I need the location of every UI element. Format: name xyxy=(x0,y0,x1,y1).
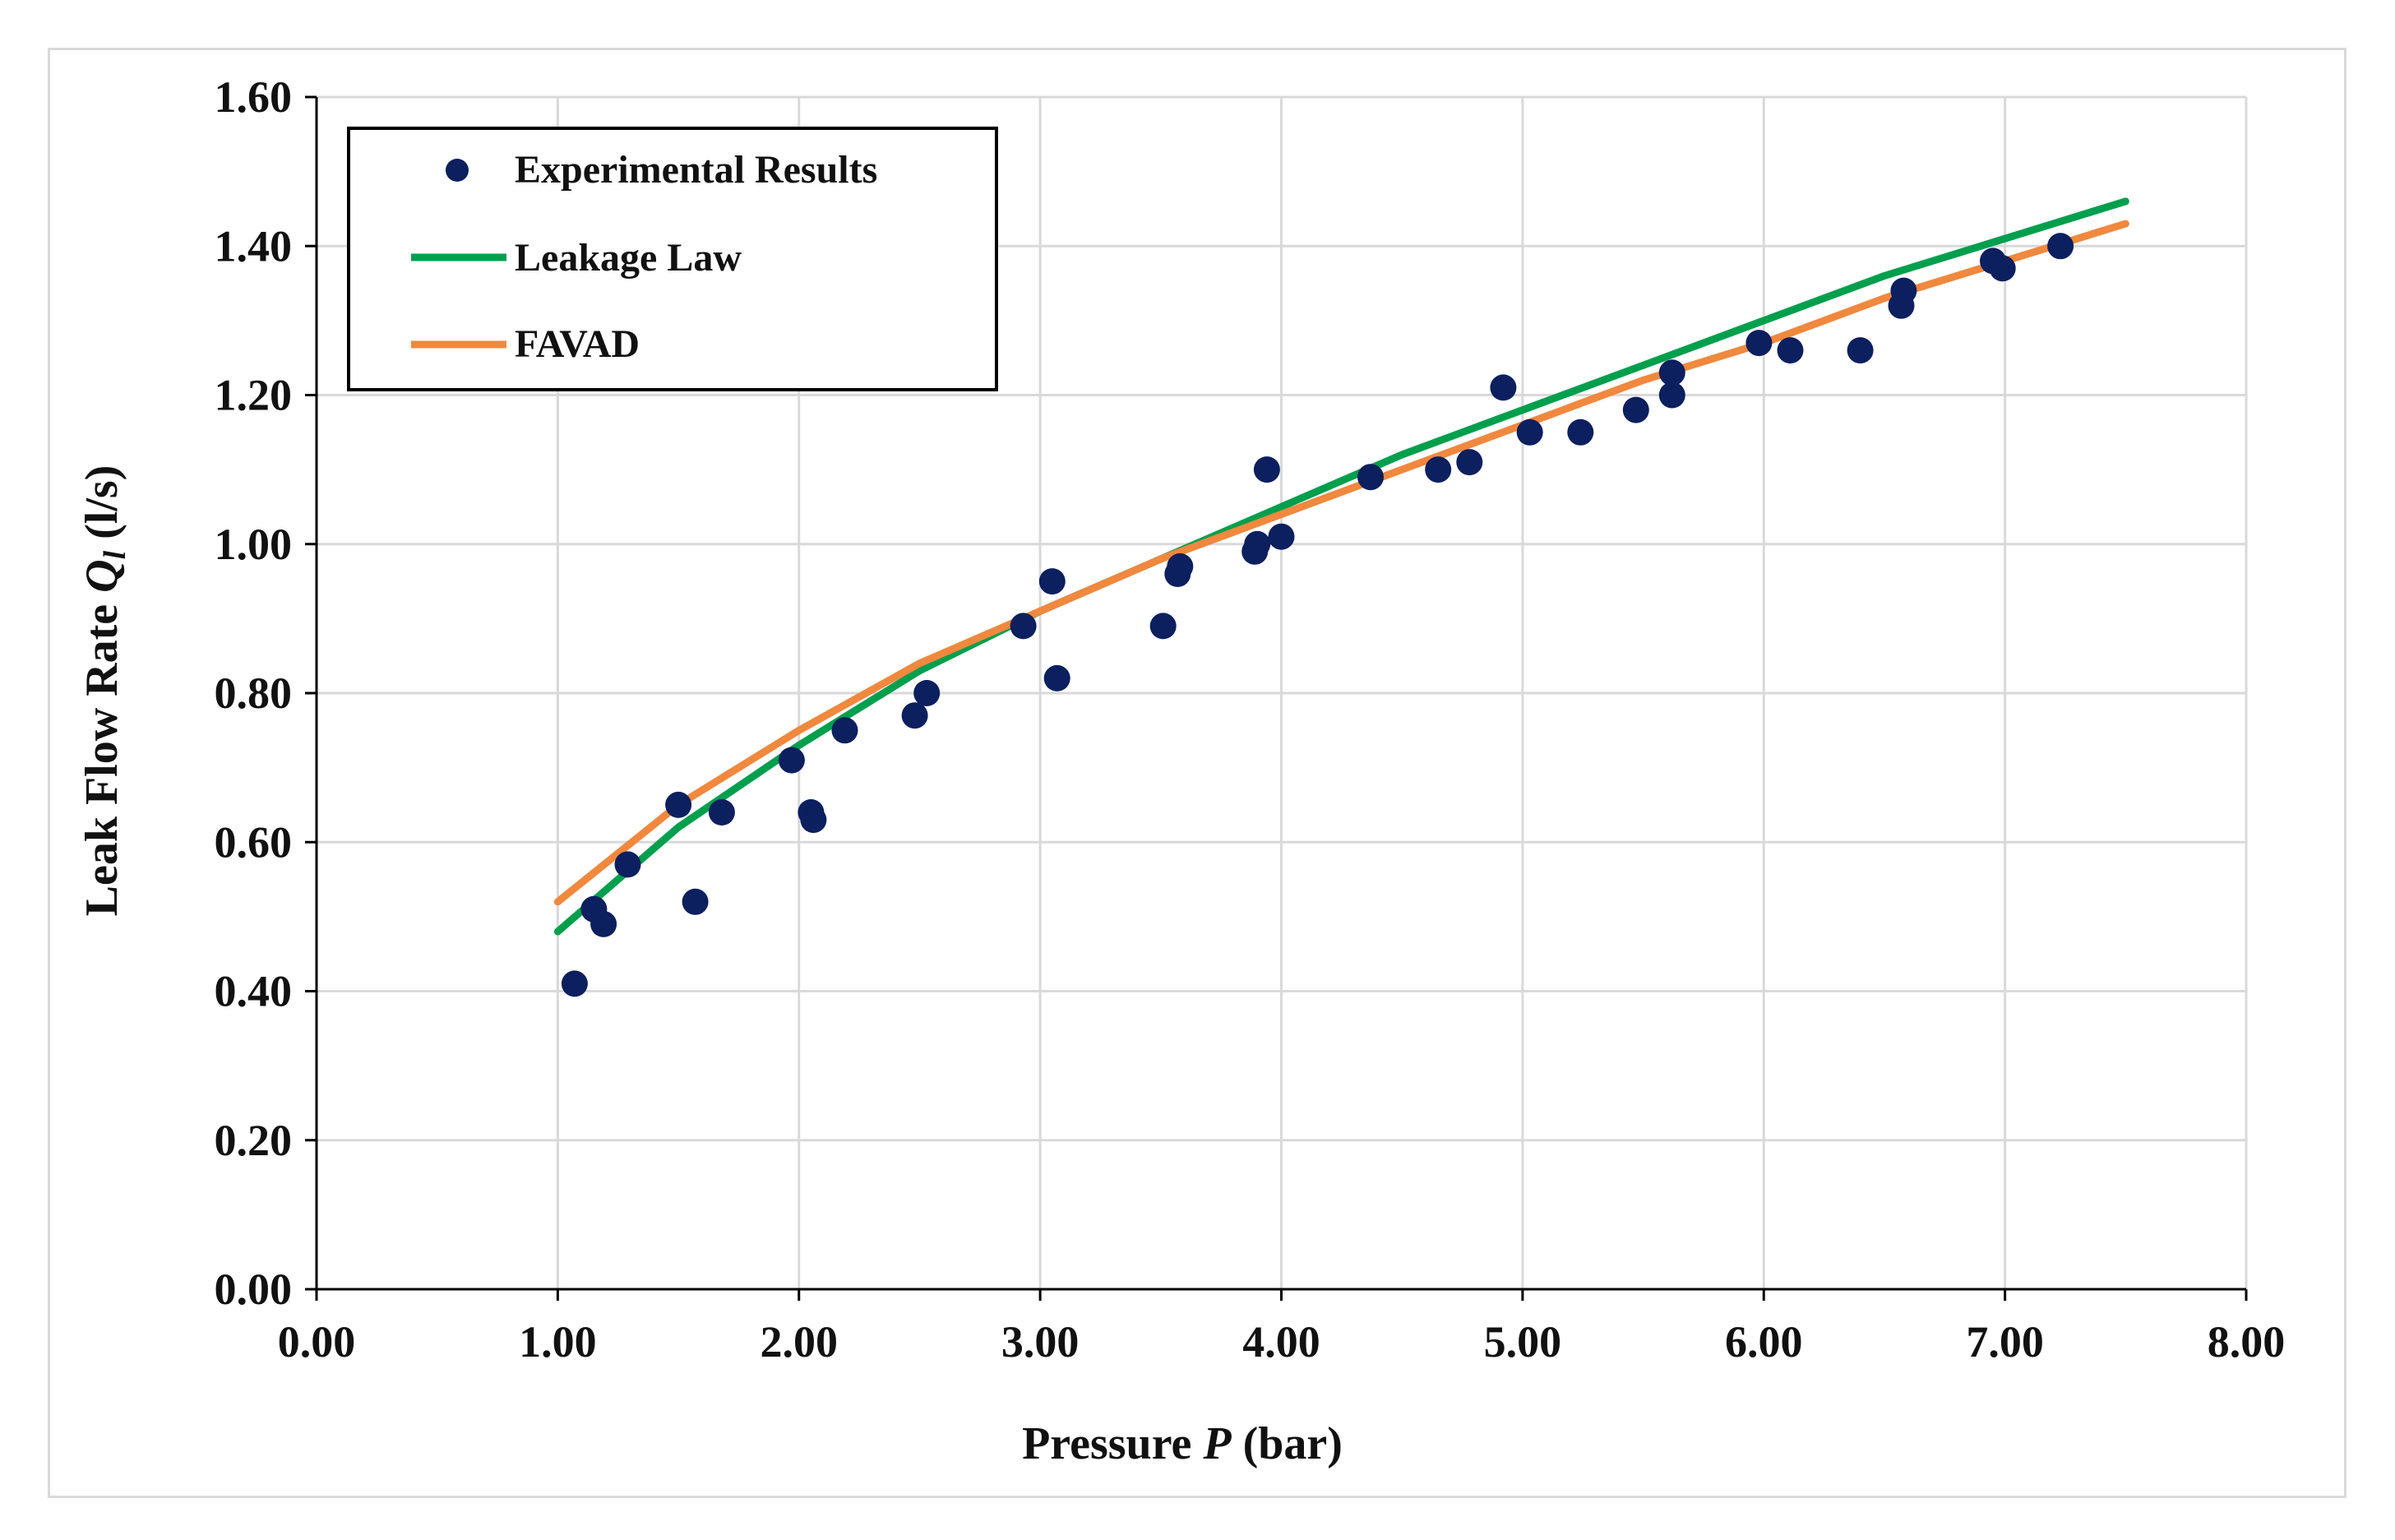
data-point xyxy=(1490,374,1517,401)
data-point xyxy=(1425,456,1452,483)
x-tick-label: 7.00 xyxy=(1966,1317,2044,1367)
data-point xyxy=(1038,568,1066,595)
x-tick-labels: 0.00 1.00 2.00 3.00 4.00 5.00 6.00 7.00 8.00 xyxy=(278,1317,2286,1367)
data-point xyxy=(913,680,941,706)
y-tick-label: 1.20 xyxy=(215,371,293,420)
data-point xyxy=(1890,277,1917,304)
x-tick-label: 1.00 xyxy=(519,1317,597,1367)
y-tick-label: 0.20 xyxy=(215,1116,293,1165)
y-tick-label: 0.60 xyxy=(215,817,293,867)
y-axis-label: Leak Flow Rate Ql (l/s) xyxy=(76,465,132,917)
data-point xyxy=(614,851,641,878)
legend-label-favad: FAVAD xyxy=(515,322,640,366)
data-point xyxy=(1658,359,1685,386)
data-point xyxy=(1357,464,1384,491)
data-point xyxy=(1253,456,1280,483)
axes xyxy=(305,95,2248,1301)
data-point xyxy=(800,807,827,834)
y-tick-label: 1.00 xyxy=(215,520,293,569)
legend-marker-experimental xyxy=(446,159,469,182)
legend-label-experimental: Experimental Results xyxy=(515,148,877,192)
y-tick-label: 0.80 xyxy=(215,668,293,718)
data-point xyxy=(708,799,735,825)
data-point xyxy=(1456,449,1483,476)
data-point xyxy=(590,910,617,937)
x-axis-label: Pressure P (bar) xyxy=(1022,1418,1343,1469)
data-point xyxy=(1268,523,1295,550)
data-point xyxy=(1043,664,1070,691)
x-tick-label: 6.00 xyxy=(1725,1317,1803,1367)
legend: Experimental Results Leakage Law FAVAD xyxy=(347,127,998,391)
data-points xyxy=(561,233,2074,997)
data-point xyxy=(2047,233,2074,260)
data-point xyxy=(1989,255,2016,282)
data-point xyxy=(901,702,928,729)
data-point xyxy=(561,970,588,997)
data-point xyxy=(1745,330,1773,357)
data-point xyxy=(1622,396,1649,423)
series-line-favad xyxy=(553,220,2129,906)
data-point xyxy=(1149,613,1177,640)
x-tick-label: 4.00 xyxy=(1242,1317,1320,1367)
data-point xyxy=(1167,553,1194,580)
y-tick-label: 0.00 xyxy=(215,1265,293,1314)
y-tick-label: 1.60 xyxy=(215,72,293,122)
x-tick-label: 2.00 xyxy=(761,1317,839,1367)
x-tick-label: 5.00 xyxy=(1484,1317,1562,1367)
data-point xyxy=(665,791,692,818)
y-tick-labels: 0.00 0.20 0.40 0.60 0.80 1.00 1.20 1.40 1.60 xyxy=(215,72,293,1314)
data-point xyxy=(1777,337,1804,364)
data-point xyxy=(1010,613,1037,640)
y-tick-label: 1.40 xyxy=(215,221,293,271)
data-point xyxy=(1658,382,1685,409)
data-point xyxy=(1567,419,1594,446)
data-point xyxy=(831,717,858,744)
data-point xyxy=(1244,530,1271,557)
legend-label-leakage-law: Leakage Law xyxy=(515,236,742,280)
data-point xyxy=(682,888,709,915)
x-tick-label: 8.00 xyxy=(2208,1317,2286,1367)
series-line-leakage-law xyxy=(553,197,2129,936)
data-point xyxy=(778,747,805,774)
data-point xyxy=(1516,419,1543,446)
data-point xyxy=(1847,337,1874,364)
x-tick-label: 3.00 xyxy=(1001,1317,1080,1367)
x-tick-label: 0.00 xyxy=(278,1317,356,1367)
y-tick-label: 0.40 xyxy=(215,967,293,1016)
fit-lines xyxy=(553,197,2129,936)
